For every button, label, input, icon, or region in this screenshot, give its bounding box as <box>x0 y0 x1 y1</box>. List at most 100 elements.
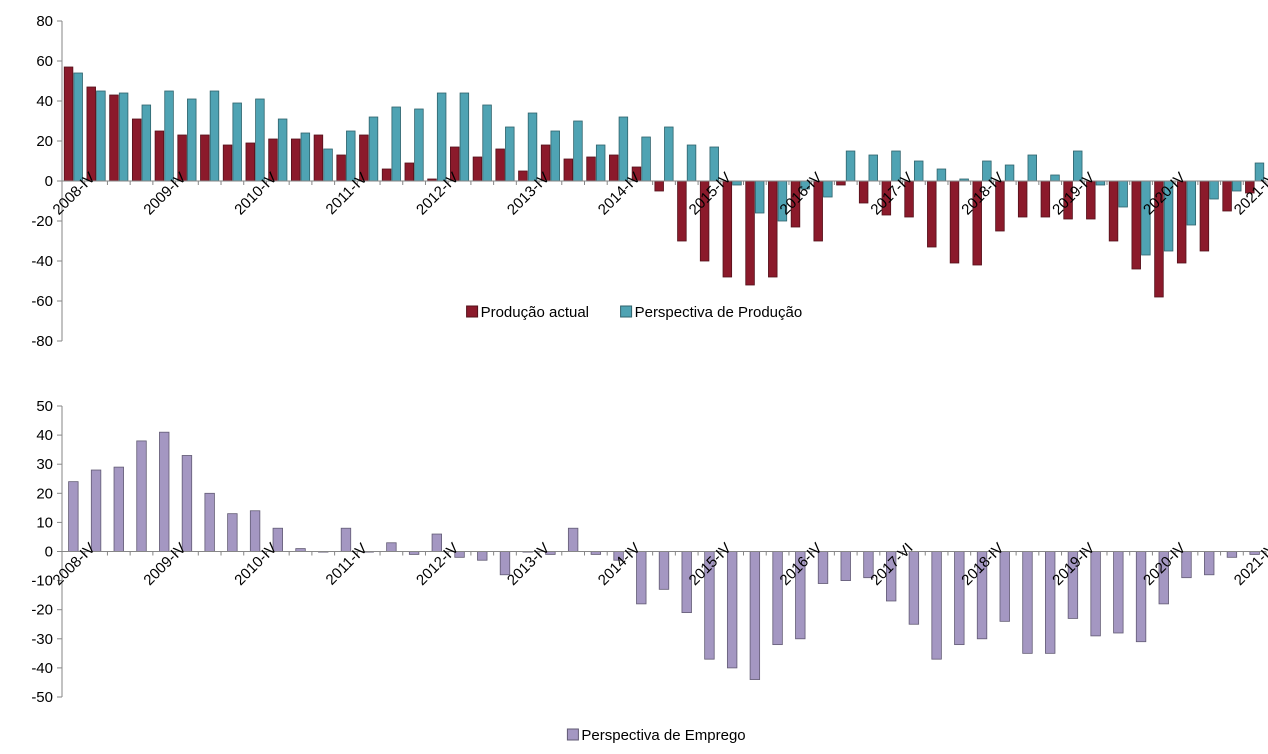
bar <box>1113 551 1124 634</box>
legend-swatch <box>466 305 479 318</box>
bar <box>858 180 869 204</box>
bar <box>754 180 765 214</box>
bar <box>477 551 488 561</box>
bar <box>1176 180 1187 264</box>
bar <box>518 170 528 182</box>
bar <box>368 116 379 182</box>
bar <box>73 72 83 182</box>
y-tick-label: 20 <box>36 485 53 502</box>
bar <box>459 92 470 182</box>
bar <box>1040 180 1051 218</box>
y-tick-label: -40 <box>31 253 53 270</box>
legend-label: Perspectiva de Produção <box>635 304 803 321</box>
legend-swatch <box>566 728 579 741</box>
bar <box>1135 551 1147 643</box>
bar <box>726 551 738 669</box>
x-category-label: 2013-IV <box>504 540 553 589</box>
bar <box>136 440 147 552</box>
bar <box>164 90 174 182</box>
bar <box>1186 180 1197 226</box>
bar <box>109 94 119 182</box>
bar <box>954 551 965 646</box>
y-tick-label: -60 <box>31 293 53 310</box>
bar <box>913 160 924 182</box>
y-tick-label: -50 <box>31 689 53 706</box>
bar <box>658 551 670 590</box>
bar <box>277 118 288 182</box>
bar <box>495 148 505 182</box>
legend: Perspectiva de Emprego <box>566 727 746 744</box>
bar <box>159 431 170 552</box>
legend-label: Perspectiva de Emprego <box>581 727 745 744</box>
bar <box>1118 180 1128 208</box>
y-tick-label: 60 <box>36 53 53 70</box>
y-tick-label: 40 <box>36 427 53 444</box>
bar <box>527 112 538 182</box>
bar <box>1199 180 1210 252</box>
bar <box>618 116 629 182</box>
bar <box>300 132 311 182</box>
bar <box>290 138 301 182</box>
y-tick-label: 0 <box>45 173 53 190</box>
bar <box>118 92 129 182</box>
y-tick-label: -20 <box>31 602 53 619</box>
bar <box>200 134 210 182</box>
bar <box>86 86 96 182</box>
bar <box>1022 551 1033 654</box>
bar <box>1232 180 1242 192</box>
bar <box>63 66 74 182</box>
bar <box>1027 154 1037 182</box>
bar <box>1050 174 1060 182</box>
y-tick-label: -30 <box>31 631 53 648</box>
bar <box>641 136 651 182</box>
y-tick-label: -20 <box>31 213 53 230</box>
bar <box>204 492 215 552</box>
bar <box>567 527 579 552</box>
bar <box>772 551 783 646</box>
bar <box>999 551 1010 622</box>
bar <box>391 106 401 182</box>
bar <box>181 455 193 552</box>
y-tick-label: 50 <box>36 398 53 415</box>
bar <box>436 92 447 182</box>
bar <box>677 180 687 242</box>
bar <box>323 148 333 182</box>
bar <box>141 104 152 182</box>
bar <box>573 120 583 182</box>
bar <box>722 180 733 278</box>
bar <box>386 542 397 552</box>
bar <box>113 466 124 552</box>
bar <box>586 156 596 182</box>
legend: Produção actual Perspectiva de Produção <box>466 304 803 321</box>
bar <box>749 551 761 680</box>
x-category-label: 2021-IV <box>1231 540 1268 589</box>
x-category-label: 2021-IV <box>1231 169 1268 218</box>
bar <box>96 90 106 182</box>
y-tick-label: 80 <box>36 13 53 30</box>
bar <box>1108 180 1119 242</box>
bar <box>340 527 352 552</box>
bar <box>768 180 778 278</box>
bar <box>868 154 878 182</box>
bar <box>232 102 242 182</box>
bar <box>472 156 483 182</box>
bar <box>1204 551 1215 576</box>
legend-item: Perspectiva de Produção <box>620 304 803 321</box>
bar <box>313 134 324 182</box>
bar <box>414 108 424 182</box>
y-tick-label: 40 <box>36 93 53 110</box>
bar <box>404 162 415 182</box>
bar <box>745 180 755 286</box>
bar <box>823 180 833 198</box>
bar <box>654 180 664 192</box>
legend-item: Produção actual <box>466 304 589 321</box>
bar <box>187 98 197 182</box>
bar <box>927 180 937 248</box>
bar <box>336 154 346 182</box>
bar <box>209 90 220 182</box>
bar <box>1045 551 1056 654</box>
